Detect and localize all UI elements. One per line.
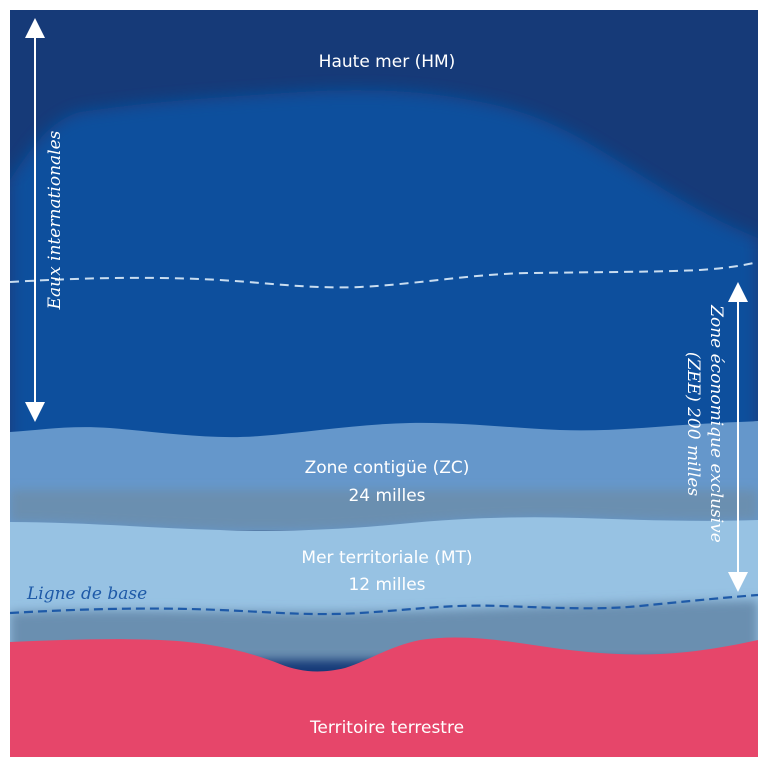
contiguous-zone-distance: 24 milles — [348, 486, 425, 506]
land-territory-label: Territoire terrestre — [309, 718, 464, 738]
baseline-line — [10, 593, 758, 616]
baseline-label: Ligne de base — [26, 584, 147, 604]
high-seas-label: Haute mer (HM) — [319, 52, 456, 72]
international-waters-boundary — [10, 261, 758, 289]
territorial-sea-distance: 12 milles — [348, 575, 425, 595]
contiguous-zone-label: Zone contigüe (ZC) — [305, 458, 470, 478]
eez-label-line2: (ZEE) 200 milles — [683, 352, 703, 497]
cz-mt-transition — [10, 490, 758, 531]
eez-label-line1: Zone économique exclusive — [706, 304, 726, 543]
territorial-sea-label: Mer territoriale (MT) — [301, 548, 472, 568]
international-waters-label: Eaux internationales — [45, 130, 65, 310]
land-zone — [10, 637, 758, 757]
eez-zone — [10, 90, 758, 460]
